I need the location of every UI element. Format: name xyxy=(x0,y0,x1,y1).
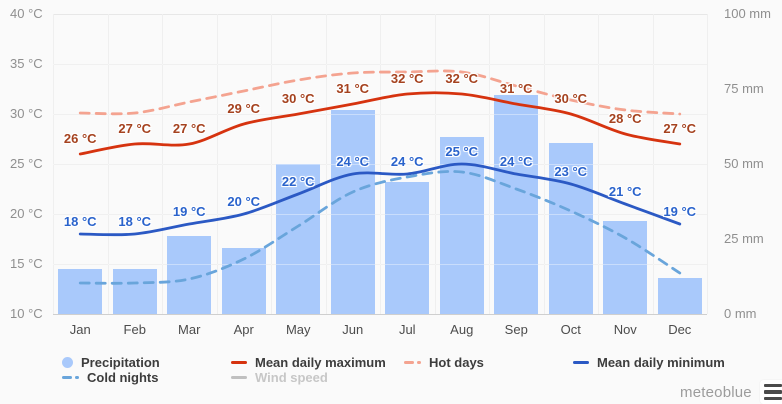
right-axis-tick: 100 mm xyxy=(724,6,771,21)
meteoblue-logo[interactable]: meteoblue xyxy=(680,383,752,401)
x-axis-month-label: Dec xyxy=(668,322,692,337)
min-temp-label: 18 °C xyxy=(118,214,152,229)
left-axis-tick: 25 °C xyxy=(10,156,43,171)
legend-label: Cold nights xyxy=(87,370,159,385)
left-axis-tick: 15 °C xyxy=(10,256,43,271)
x-axis-line xyxy=(53,314,707,315)
gridline-h-overlay xyxy=(53,264,707,265)
min-temp-label: 20 °C xyxy=(227,194,261,209)
precipitation-bar[interactable] xyxy=(221,248,266,314)
legend-label: Precipitation xyxy=(81,355,160,370)
left-axis-tick: 35 °C xyxy=(10,56,43,71)
precipitation-bar[interactable] xyxy=(603,221,648,314)
min-temp-label: 25 °C xyxy=(445,144,479,159)
min-temp-label: 22 °C xyxy=(281,174,315,189)
min-temp-label: 24 °C xyxy=(390,154,424,169)
max-temp-label: 31 °C xyxy=(336,81,370,96)
max-temp-label: 27 °C xyxy=(663,121,697,136)
x-axis-month-label: Jan xyxy=(69,322,91,337)
legend-item-hot-days[interactable]: Hot days xyxy=(404,355,484,370)
right-axis-tick: 25 mm xyxy=(724,231,764,246)
line-marker-icon xyxy=(231,376,247,379)
legend-item-wind-speed[interactable]: Wind speed xyxy=(231,370,328,385)
right-axis-tick: 0 mm xyxy=(724,306,757,321)
max-temp-label: 27 °C xyxy=(172,121,206,136)
legend-label: Hot days xyxy=(429,355,484,370)
precipitation-bar[interactable] xyxy=(330,110,375,314)
x-axis-month-label: May xyxy=(285,322,311,337)
dashed-line-marker-icon xyxy=(404,361,421,364)
min-temp-label: 19 °C xyxy=(663,204,697,219)
min-temp-label: 21 °C xyxy=(608,184,642,199)
min-temp-label: 24 °C xyxy=(499,154,533,169)
left-axis-tick: 30 °C xyxy=(10,106,43,121)
min-temp-label: 24 °C xyxy=(336,154,370,169)
legend-label: Mean daily minimum xyxy=(597,355,725,370)
min-temp-label: 23 °C xyxy=(554,164,588,179)
legend-item-mean-daily-minimum[interactable]: Mean daily minimum xyxy=(573,355,725,370)
x-axis-month-label: Oct xyxy=(560,322,581,337)
precipitation-bar[interactable] xyxy=(385,182,430,314)
left-axis-tick: 10 °C xyxy=(10,306,43,321)
line-marker-icon xyxy=(231,361,247,364)
legend-item-mean-daily-maximum[interactable]: Mean daily maximum xyxy=(231,355,386,370)
right-axis-tick: 50 mm xyxy=(724,156,764,171)
max-temp-label: 30 °C xyxy=(554,91,588,106)
x-axis-month-label: Sep xyxy=(504,322,528,337)
precipitation-bar[interactable] xyxy=(112,269,157,314)
line-marker-icon xyxy=(573,361,589,364)
precipitation-marker-icon xyxy=(62,357,73,368)
dashed-line-marker-icon xyxy=(62,376,79,379)
legend-label: Wind speed xyxy=(255,370,328,385)
x-axis-month-label: Nov xyxy=(613,322,637,337)
min-temp-label: 18 °C xyxy=(63,214,97,229)
x-axis-month-label: Jun xyxy=(342,322,364,337)
gridline-v xyxy=(707,14,708,314)
precipitation-bar[interactable] xyxy=(58,269,103,314)
max-temp-label: 32 °C xyxy=(390,71,424,86)
max-temp-label: 29 °C xyxy=(227,101,261,116)
x-axis-month-label: Feb xyxy=(123,322,146,337)
max-temp-label: 30 °C xyxy=(281,91,315,106)
max-temp-label: 32 °C xyxy=(445,71,479,86)
min-temp-label: 19 °C xyxy=(172,204,206,219)
max-temp-label: 26 °C xyxy=(63,131,97,146)
legend-item-cold-nights[interactable]: Cold nights xyxy=(62,370,159,385)
x-axis-month-label: Aug xyxy=(450,322,474,337)
x-axis-month-label: Mar xyxy=(178,322,201,337)
legend-item-precipitation[interactable]: Precipitation xyxy=(62,355,160,370)
max-temp-label: 31 °C xyxy=(499,81,533,96)
x-axis-month-label: Apr xyxy=(233,322,254,337)
right-axis-tick: 75 mm xyxy=(724,81,764,96)
left-axis-tick: 20 °C xyxy=(10,206,43,221)
gridline-h-overlay xyxy=(53,164,707,165)
hamburger-menu-icon[interactable] xyxy=(759,380,782,404)
legend-label: Mean daily maximum xyxy=(255,355,386,370)
max-temp-label: 27 °C xyxy=(118,121,152,136)
x-axis-month-label: Jul xyxy=(398,322,416,337)
precipitation-bar[interactable] xyxy=(657,278,702,314)
gridline-h-overlay xyxy=(53,64,707,65)
gridline-v xyxy=(53,14,54,314)
left-axis-tick: 40 °C xyxy=(10,6,43,21)
precipitation-bar[interactable] xyxy=(494,95,539,314)
max-temp-label: 28 °C xyxy=(608,111,642,126)
precipitation-bar[interactable] xyxy=(167,236,212,314)
